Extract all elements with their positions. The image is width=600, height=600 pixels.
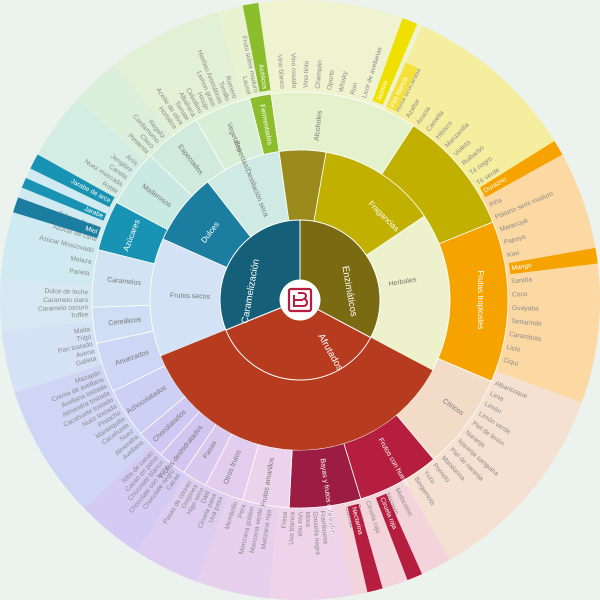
outer-item-mora: Mora: [304, 512, 312, 528]
flavor-wheel-logo-icon: [287, 287, 313, 313]
outer-item-vino-tinto: Vino tinto: [303, 60, 311, 88]
outer-item-oporto: Oporto: [326, 69, 336, 90]
center-hub: [280, 280, 320, 320]
highlight-label-aceticos: Acéticos: [257, 64, 268, 90]
outer-item-melaza: Melaza: [70, 255, 92, 266]
outer-group-13: [77, 63, 172, 161]
outer-item-laurel: Laurel: [241, 76, 252, 96]
highlight-jarabe[interactable]: [21, 177, 107, 221]
outer-group-14: [115, 11, 243, 137]
highlight-mango[interactable]: [508, 247, 598, 275]
outer-item-guinda: Guinda: [344, 506, 356, 529]
outer-item-pera: Pera: [237, 503, 248, 519]
middle-label-frutas-tropicales: Frutas tropicales: [476, 270, 485, 329]
outer-item-sandia: Sandía: [511, 276, 533, 285]
middle-label-cerealicos: Cereálicos: [108, 316, 142, 327]
outer-item-ciqui: Ciquí: [502, 357, 519, 368]
outer-item-dulce-de-leche: Dulce de leche: [44, 288, 88, 297]
outer-item-fresa: Fresa: [281, 511, 289, 529]
outer-item-malta: Malta: [74, 326, 91, 335]
outer-group-4: [268, 504, 353, 600]
outer-item-champan: Champán: [315, 60, 324, 89]
outer-item-vino-rosado: Vino rosado: [289, 53, 297, 89]
outer-group-8: [14, 364, 151, 509]
outer-item-coco: Coco: [512, 291, 528, 298]
outer-item-ron: Ron: [350, 82, 360, 96]
outer-group-0: [384, 25, 560, 196]
middle-label-caramelos: Caramelos: [107, 277, 142, 288]
outer-item-grosella-negra: Grosella negra: [311, 511, 321, 555]
outer-group-7: [84, 444, 187, 552]
outer-group-9: [1, 321, 103, 393]
afrutados-extension: [160, 329, 433, 451]
outer-group-5: [197, 495, 279, 599]
highlight-miel[interactable]: [13, 197, 101, 239]
outer-item-lichi: Lichi: [506, 344, 521, 354]
outer-item-frambuesa: Frambuesa: [318, 510, 328, 544]
highlight-ciruela-roja[interactable]: [375, 493, 423, 581]
highlight-nectarina[interactable]: [347, 503, 383, 593]
outer-group-6: [136, 474, 229, 582]
outer-group-10: [0, 279, 94, 332]
outer-item-avena: Avena: [75, 348, 95, 359]
outer-item-caramelo-oscuro: Caramelo oscuro: [38, 304, 89, 313]
outer-item-uva-roja: Uva roja: [296, 512, 303, 537]
highlight-label-miel: Miel: [84, 225, 98, 236]
highlight-jarabe-de-arce[interactable]: [30, 154, 115, 208]
outer-item-caramelo-claro: Caramelo claro: [43, 297, 88, 304]
outer-group-11: [0, 168, 114, 286]
highlight-label-mango: Mango: [511, 262, 532, 272]
outer-item-trigo: Trigo: [76, 334, 92, 344]
outer-group-1: [480, 150, 600, 403]
highlight-durazno[interactable]: [479, 141, 563, 198]
middle-label-alcoholes: Alcoholes: [314, 110, 324, 141]
outer-item-arandano: Arándano: [326, 509, 337, 539]
outer-group-2: [404, 371, 582, 560]
outer-item-panela: Panela: [69, 268, 91, 278]
outer-item-guayaba: Guayaba: [512, 305, 539, 313]
outer-item-whisky: Whisky: [338, 70, 349, 93]
outer-item-kiwi: Kiwi: [507, 250, 521, 259]
highlight-aceticos[interactable]: [242, 2, 271, 92]
middle-inner-label-herbales: Herbales: [388, 276, 417, 288]
outer-item-vino-blanco: Vino blanco: [276, 54, 286, 89]
middle-inner-label-frutos-secos: Frutos secos: [170, 292, 211, 300]
highlight-jazmin[interactable]: [372, 18, 418, 105]
highlight-flor-blanca[interactable]: [386, 62, 419, 112]
outer-item-uva-blanca: Uva blanca: [288, 511, 296, 545]
outer-item-toffee: Toffee: [70, 312, 89, 320]
outer-item-tamarindo: Tamarindo: [511, 318, 543, 328]
